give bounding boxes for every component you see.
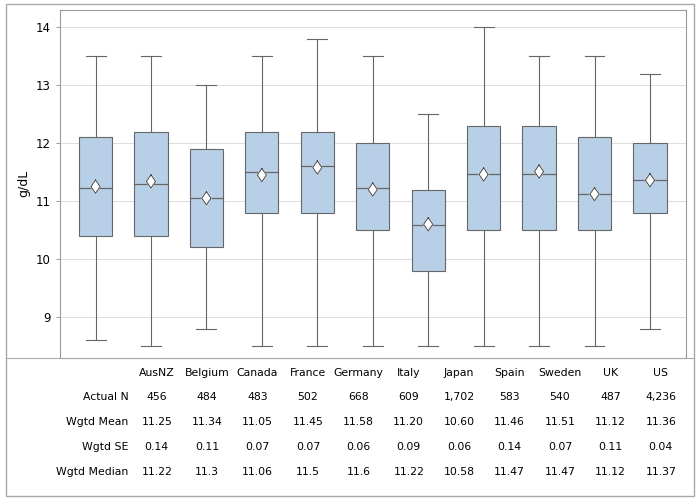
Text: 11.05: 11.05 [242,417,273,427]
Text: 0.11: 0.11 [195,442,219,452]
Text: 11.25: 11.25 [141,417,172,427]
Polygon shape [645,174,654,187]
Y-axis label: g/dL: g/dL [17,170,30,198]
Text: 11.22: 11.22 [393,468,424,477]
Text: 483: 483 [247,392,268,402]
Text: 11.36: 11.36 [645,417,676,427]
Text: Actual N: Actual N [83,392,128,402]
Text: 0.09: 0.09 [397,442,421,452]
Text: 609: 609 [398,392,419,402]
Bar [190,149,223,248]
Text: 0.07: 0.07 [246,442,270,452]
Text: 11.34: 11.34 [192,417,223,427]
Text: 0.06: 0.06 [447,442,471,452]
Polygon shape [368,183,377,196]
Text: 540: 540 [550,392,570,402]
Text: 484: 484 [197,392,218,402]
Text: Wgtd Median: Wgtd Median [56,468,128,477]
Polygon shape [258,168,267,181]
Text: 456: 456 [146,392,167,402]
Bar [301,132,334,212]
Text: 1,702: 1,702 [444,392,475,402]
Text: Spain: Spain [494,368,525,378]
Text: 0.04: 0.04 [649,442,673,452]
Text: 0.14: 0.14 [145,442,169,452]
Text: 0.07: 0.07 [296,442,320,452]
Text: 11.06: 11.06 [242,468,273,477]
Bar [134,132,167,236]
Text: Italy: Italy [397,368,421,378]
Text: 0.06: 0.06 [346,442,370,452]
Bar [79,138,112,236]
Text: 11.46: 11.46 [494,417,525,427]
Text: 11.37: 11.37 [645,468,676,477]
Bar [356,143,389,230]
Text: Japan: Japan [444,368,475,378]
Text: AusNZ: AusNZ [139,368,174,378]
Text: Canada: Canada [237,368,278,378]
Text: 11.5: 11.5 [296,468,320,477]
Polygon shape [313,161,322,174]
Text: US: US [653,368,668,378]
Polygon shape [479,168,488,181]
Text: 0.14: 0.14 [498,442,522,452]
Text: 11.47: 11.47 [545,468,575,477]
Polygon shape [91,180,100,194]
Text: UK: UK [603,368,618,378]
Text: 583: 583 [499,392,520,402]
Text: 10.60: 10.60 [444,417,475,427]
Text: 487: 487 [600,392,621,402]
Text: 11.6: 11.6 [346,468,370,477]
Text: 11.47: 11.47 [494,468,525,477]
Polygon shape [424,218,433,231]
Text: 11.22: 11.22 [141,468,172,477]
Text: 668: 668 [348,392,369,402]
Bar [522,126,556,230]
Text: 11.12: 11.12 [595,468,626,477]
Polygon shape [590,188,599,201]
Text: Germany: Germany [333,368,384,378]
Polygon shape [535,165,544,178]
Bar [578,138,611,230]
Text: 11.20: 11.20 [393,417,424,427]
Bar [634,143,666,212]
Text: 4,236: 4,236 [645,392,676,402]
Text: 502: 502 [298,392,318,402]
Polygon shape [202,192,211,205]
Text: Wgtd Mean: Wgtd Mean [66,417,128,427]
Bar [467,126,500,230]
Text: 10.58: 10.58 [444,468,475,477]
Text: Sweden: Sweden [538,368,582,378]
Text: 11.51: 11.51 [545,417,575,427]
Text: Wgtd SE: Wgtd SE [82,442,128,452]
Text: 11.45: 11.45 [293,417,323,427]
Bar [412,190,444,270]
Polygon shape [146,175,155,188]
Text: 0.07: 0.07 [548,442,572,452]
Text: Belgium: Belgium [185,368,230,378]
Bar [245,132,279,212]
Text: 11.12: 11.12 [595,417,626,427]
Text: 0.11: 0.11 [598,442,622,452]
Text: France: France [290,368,326,378]
Text: 11.3: 11.3 [195,468,219,477]
Text: 11.58: 11.58 [343,417,374,427]
